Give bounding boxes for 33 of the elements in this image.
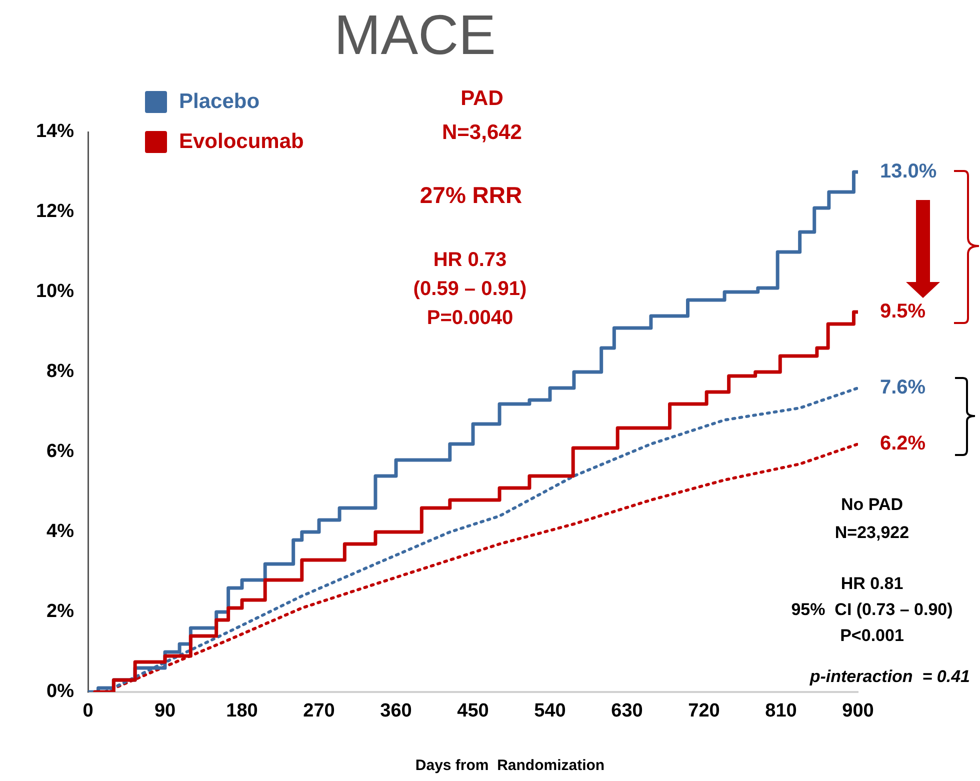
x-tick-label: 810 — [765, 700, 797, 722]
chart-title: MACE — [333, 2, 497, 68]
y-tick-label: 2% — [46, 601, 74, 622]
x-tick-label: 540 — [534, 700, 566, 722]
data-label: 6.2% — [880, 432, 926, 455]
x-axis-title: Days from Randomization — [414, 757, 606, 774]
x-tick-label: 0 — [82, 700, 94, 722]
legend-label: Placebo — [179, 90, 260, 114]
annotation: HR 0.73 (0.59 – 0.91) P=0.0040 — [412, 248, 528, 331]
x-tick-label: 630 — [611, 700, 643, 722]
annotation: p-interaction = 0.41 — [810, 666, 970, 688]
x-tick-label: 450 — [457, 700, 489, 722]
x-tick-label: 720 — [688, 700, 720, 722]
legend-label: Evolocumab — [179, 130, 304, 154]
y-tick-label: 10% — [36, 281, 74, 302]
y-tick-label: 4% — [46, 521, 74, 542]
data-label: 13.0% — [880, 160, 937, 183]
data-label: 7.6% — [880, 376, 926, 399]
x-tick-label: 900 — [842, 700, 874, 722]
data-label: 9.5% — [880, 300, 926, 323]
annotation: 27% RRR — [418, 181, 524, 210]
y-tick-label: 12% — [36, 201, 74, 222]
x-tick-label: 360 — [380, 700, 412, 722]
x-tick-label: 270 — [303, 700, 335, 722]
annotation: PAD N=3,642 — [442, 87, 522, 144]
y-tick-label: 8% — [46, 361, 74, 382]
y-tick-label: 6% — [46, 441, 74, 462]
annotation: No PAD N=23,922 — [834, 494, 910, 544]
annotation: HR 0.81 95% CI (0.73 – 0.90) P<0.001 — [790, 573, 954, 647]
x-tick-label: 90 — [154, 700, 176, 722]
x-tick-label: 180 — [226, 700, 258, 722]
y-tick-label: 14% — [36, 121, 74, 142]
y-tick-label: 0% — [46, 681, 74, 702]
